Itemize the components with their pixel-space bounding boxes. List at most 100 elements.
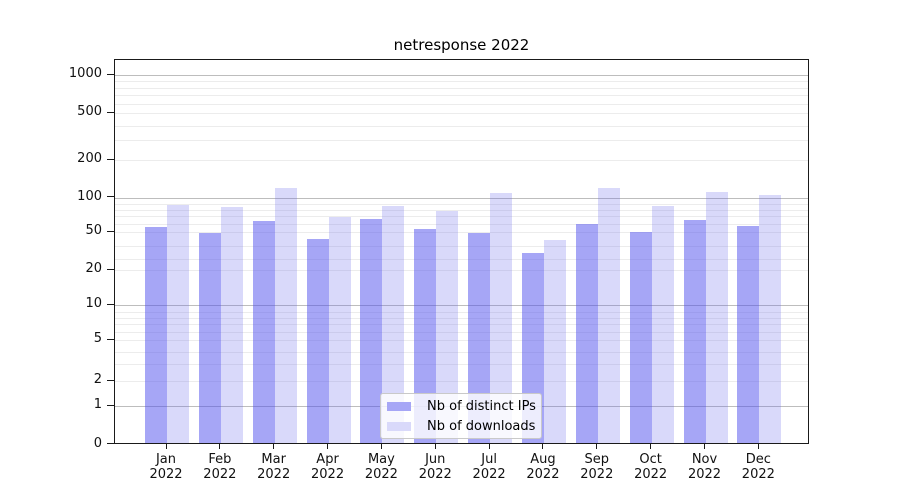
gridline-800 bbox=[115, 87, 808, 89]
bar-distinct-ips-dec bbox=[737, 226, 760, 443]
bar-distinct-ips-mar bbox=[252, 221, 275, 443]
gridline-1000 bbox=[115, 75, 808, 76]
x-tick-label-sep: Sep 2022 bbox=[580, 452, 614, 482]
y-tick-mark-50 bbox=[107, 230, 114, 232]
x-tick-mark-jul bbox=[488, 444, 490, 449]
gridline-8 bbox=[115, 317, 808, 319]
gridline-900 bbox=[115, 80, 808, 82]
x-tick-mark-dec bbox=[757, 444, 759, 449]
gridline-70 bbox=[115, 216, 808, 217]
x-tick-label-jun: Jun 2022 bbox=[418, 452, 452, 482]
legend-label-distinct-ips: Nb of distinct IPs bbox=[427, 398, 536, 414]
x-tick-mark-mar bbox=[273, 444, 275, 449]
y-tick-label-1: 1 bbox=[93, 397, 102, 412]
legend-swatch-downloads bbox=[387, 421, 411, 431]
bar-downloads-sep bbox=[597, 187, 620, 443]
x-tick-mark-nov bbox=[704, 444, 705, 449]
legend: Nb of distinct IPs Nb of downloads bbox=[380, 393, 542, 439]
x-tick-label-jul: Jul 2022 bbox=[472, 452, 506, 482]
y-tick-mark-200 bbox=[107, 158, 114, 160]
bar-distinct-ips-apr bbox=[306, 238, 329, 443]
bars-layer bbox=[115, 60, 808, 443]
y-tick-label-200: 200 bbox=[77, 151, 102, 166]
y-tick-mark-0 bbox=[107, 443, 114, 444]
y-tick-mark-1 bbox=[107, 404, 114, 406]
gridline-4 bbox=[115, 351, 808, 353]
bar-downloads-dec bbox=[759, 194, 782, 443]
bar-downloads-jan bbox=[167, 204, 189, 443]
gridline-60 bbox=[115, 223, 808, 225]
gridline-80 bbox=[115, 209, 808, 211]
y-tick-label-2: 2 bbox=[93, 372, 102, 387]
x-tick-label-oct: Oct 2022 bbox=[634, 452, 668, 482]
bar-distinct-ips-jun bbox=[414, 228, 437, 443]
y-tick-label-100: 100 bbox=[77, 188, 102, 204]
bar-downloads-may bbox=[382, 206, 405, 443]
plot-area bbox=[114, 59, 809, 444]
gridline-50 bbox=[115, 232, 808, 233]
x-tick-mark-sep bbox=[596, 444, 598, 449]
x-tick-label-nov: Nov 2022 bbox=[687, 452, 722, 482]
bar-distinct-ips-sep bbox=[575, 223, 598, 443]
bar-distinct-ips-jul bbox=[468, 233, 491, 443]
gridline-400 bbox=[115, 125, 808, 127]
gridline-10 bbox=[115, 305, 808, 306]
x-tick-mark-may bbox=[380, 444, 382, 449]
bar-downloads-feb bbox=[220, 207, 243, 443]
gridline-5 bbox=[115, 340, 808, 341]
y-tick-label-500: 500 bbox=[77, 104, 102, 119]
x-tick-mark-aug bbox=[542, 444, 544, 449]
gridline-2 bbox=[115, 381, 808, 382]
gridline-40 bbox=[115, 246, 808, 247]
x-tick-label-mar: Mar 2022 bbox=[257, 452, 291, 482]
bar-distinct-ips-oct bbox=[629, 231, 652, 443]
x-tick-mark-feb bbox=[219, 444, 221, 449]
y-tick-label-5: 5 bbox=[93, 331, 102, 346]
y-tick-mark-2 bbox=[107, 379, 114, 381]
y-tick-label-50: 50 bbox=[85, 223, 102, 238]
bar-downloads-aug bbox=[543, 239, 566, 443]
gridlines-layer bbox=[115, 60, 808, 443]
chart-title: netresponse 2022 bbox=[393, 36, 530, 54]
y-tick-label-20: 20 bbox=[85, 261, 102, 276]
y-tick-mark-100 bbox=[107, 196, 114, 197]
gridline-500 bbox=[115, 113, 808, 114]
gridline-30 bbox=[115, 259, 808, 260]
y-tick-label-1000: 1000 bbox=[68, 66, 102, 81]
bar-distinct-ips-feb bbox=[198, 233, 221, 443]
gridline-300 bbox=[115, 140, 808, 141]
gridline-9 bbox=[115, 311, 808, 313]
y-tick-mark-20 bbox=[107, 268, 114, 270]
y-tick-mark-1000 bbox=[107, 73, 114, 75]
y-tick-mark-10 bbox=[107, 303, 114, 305]
bar-distinct-ips-may bbox=[360, 218, 383, 443]
x-tick-label-aug: Aug 2022 bbox=[526, 452, 560, 482]
x-tick-mark-jan bbox=[165, 444, 167, 449]
x-tick-label-feb: Feb 2022 bbox=[203, 452, 237, 482]
x-tick-mark-oct bbox=[650, 444, 652, 449]
gridline-20 bbox=[115, 270, 808, 271]
gridline-600 bbox=[115, 103, 808, 105]
gridline-6 bbox=[115, 331, 808, 333]
bar-downloads-apr bbox=[328, 217, 351, 443]
gridline-100 bbox=[115, 197, 808, 199]
legend-swatch-distinct-ips bbox=[387, 401, 411, 411]
bar-downloads-jul bbox=[490, 193, 513, 443]
gridline-90 bbox=[115, 203, 808, 205]
x-tick-label-dec: Dec 2022 bbox=[741, 452, 775, 482]
gridline-3 bbox=[115, 364, 808, 365]
bar-distinct-ips-nov bbox=[683, 220, 706, 443]
legend-label-downloads: Nb of downloads bbox=[427, 418, 536, 434]
bar-downloads-oct bbox=[651, 205, 674, 443]
gridline-700 bbox=[115, 95, 808, 96]
legend-item-downloads: Nb of downloads bbox=[381, 418, 541, 434]
x-tick-label-jan: Jan 2022 bbox=[149, 452, 183, 482]
x-tick-label-may: May 2022 bbox=[364, 452, 398, 482]
bar-distinct-ips-jan bbox=[145, 226, 167, 443]
bar-downloads-nov bbox=[705, 192, 728, 443]
x-tick-label-apr: Apr 2022 bbox=[311, 452, 345, 482]
y-tick-mark-5 bbox=[107, 338, 114, 340]
y-tick-label-10: 10 bbox=[85, 296, 102, 311]
bar-downloads-jun bbox=[436, 211, 459, 443]
